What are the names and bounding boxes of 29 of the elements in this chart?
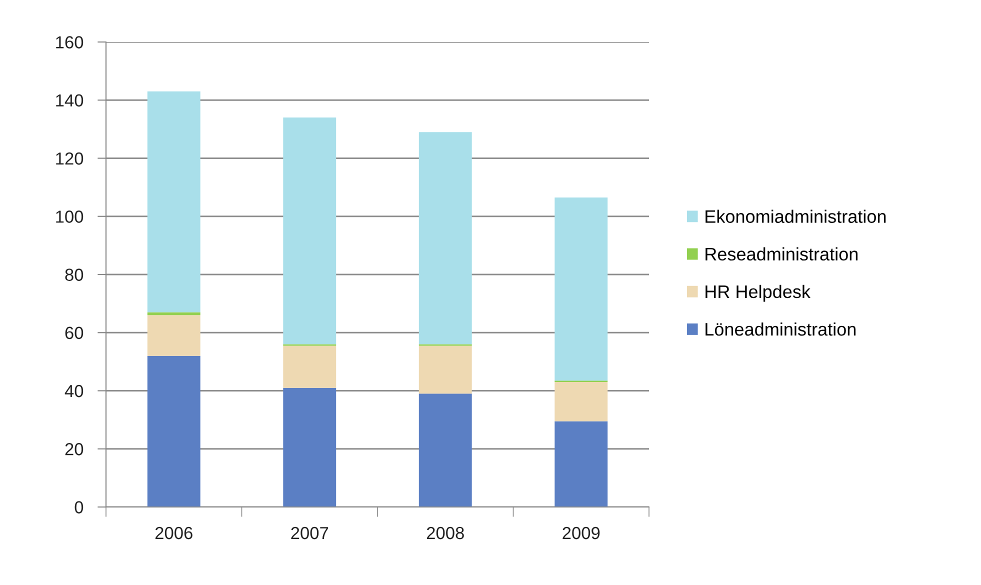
- y-tick-label: 160: [56, 36, 84, 48]
- x-tick-label: 2006: [155, 526, 192, 540]
- bar: [554, 421, 608, 507]
- bar: [283, 388, 336, 507]
- bar: [418, 394, 472, 507]
- y-tick-label: 60: [65, 326, 84, 340]
- bar: [147, 315, 200, 356]
- y-tick-label: 80: [65, 268, 84, 281]
- y-tick-label: 120: [56, 152, 84, 165]
- bar: [283, 346, 336, 388]
- legend-label: Reseadministration: [706, 247, 858, 261]
- legend-label: Ekonomiadministration: [706, 210, 886, 223]
- x-tick-label: 2009: [562, 526, 600, 540]
- y-tick-label: 140: [56, 94, 84, 107]
- y-tick-label: 40: [64, 384, 84, 398]
- legend-label: HR Helpdesk: [706, 284, 811, 302]
- y-tick-label: 100: [56, 210, 84, 223]
- bar: [147, 91, 200, 312]
- bar: [418, 132, 472, 344]
- y-tick-label: 20: [65, 443, 84, 456]
- bar: [147, 356, 200, 507]
- x-tick-label: 2008: [426, 526, 464, 540]
- x-tick-label: 2007: [291, 526, 328, 540]
- y-tick-label: 0: [74, 501, 84, 514]
- bar: [283, 118, 336, 344]
- legend-label: Löneadministration: [706, 322, 856, 336]
- bar: [418, 346, 472, 394]
- bar: [554, 382, 608, 422]
- bar: [554, 197, 608, 381]
